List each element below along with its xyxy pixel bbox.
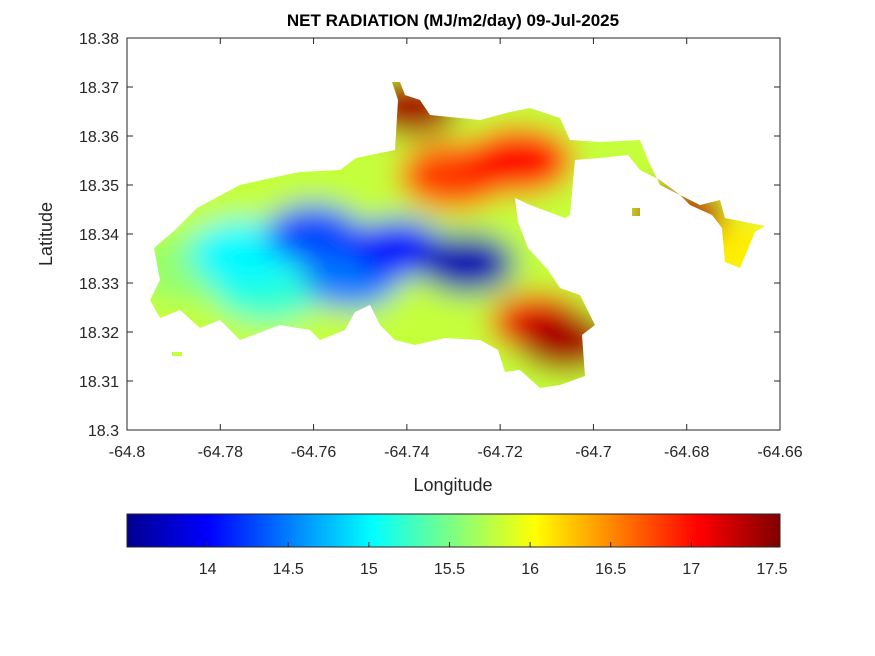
- colorbar-tick-label: 16: [521, 561, 539, 578]
- x-tick-label: -64.74: [384, 444, 429, 461]
- colorbar-tick-label: 15.5: [434, 561, 465, 578]
- y-axis-label: Latitude: [36, 202, 56, 266]
- field-cell: [419, 233, 516, 294]
- y-tick-label: 18.32: [79, 325, 119, 342]
- chart-title: NET RADIATION (MJ/m2/day) 09-Jul-2025: [287, 11, 619, 30]
- colorbar: [126, 513, 781, 548]
- y-tick-label: 18.31: [79, 374, 119, 391]
- x-tick-label: -64.78: [198, 444, 243, 461]
- colorbar-tick-label: 17: [682, 561, 700, 578]
- x-tick-label: -64.8: [109, 444, 146, 461]
- y-axis: 18.3 18.31 18.32 18.33 18.34 18.35 18.36 18.37 1…: [79, 31, 780, 440]
- x-axis-label: Longitude: [413, 475, 492, 495]
- colorbar-ticks: 14 14.5 15 15.5 16 16.5 17 17.5: [199, 542, 788, 578]
- field-cell: [463, 126, 574, 195]
- y-tick-label: 18.34: [79, 227, 119, 244]
- x-tick-label: -64.66: [757, 444, 802, 461]
- y-tick-label: 18.35: [79, 178, 119, 195]
- x-tick-label: -64.7: [575, 444, 612, 461]
- colorbar-tick-label: 16.5: [595, 561, 626, 578]
- x-tick-label: -64.76: [291, 444, 336, 461]
- y-tick-label: 18.3: [88, 423, 119, 440]
- field-cell: [265, 204, 362, 264]
- colorbar-tick-label: 15: [360, 561, 378, 578]
- y-tick-label: 18.36: [79, 129, 119, 146]
- colorbar-tick-label: 14.5: [273, 561, 304, 578]
- colorbar-tick-label: 14: [199, 561, 217, 578]
- y-tick-label: 18.37: [79, 80, 119, 97]
- colorbar-tick-label: 17.5: [756, 561, 787, 578]
- y-tick-label: 18.38: [79, 31, 119, 48]
- x-tick-label: -64.72: [477, 444, 522, 461]
- x-tick-label: -64.68: [664, 444, 709, 461]
- y-tick-label: 18.33: [79, 276, 119, 293]
- x-axis: -64.8 -64.78 -64.76 -64.74 -64.72 -64.7 -64.68…: [109, 38, 803, 461]
